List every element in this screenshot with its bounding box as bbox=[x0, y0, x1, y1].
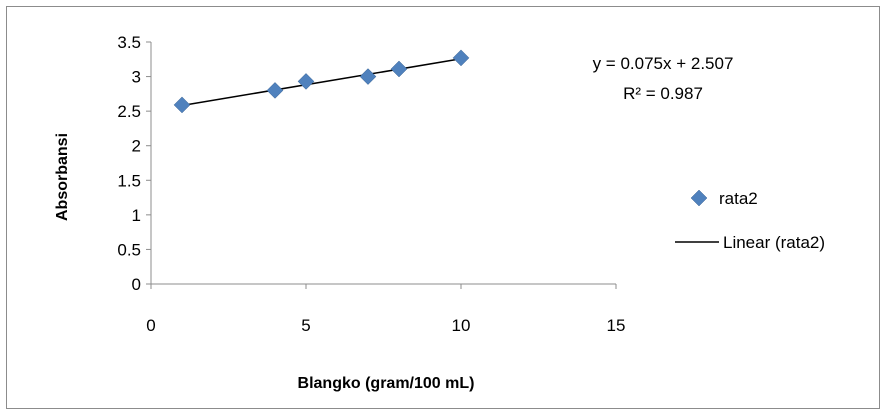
r-squared-label: R² = 0.987 bbox=[623, 84, 703, 103]
y-tick-label: 0.5 bbox=[117, 240, 141, 259]
y-tick-label: 1 bbox=[132, 206, 141, 225]
data-points bbox=[173, 49, 470, 114]
data-point bbox=[297, 73, 315, 90]
trendline bbox=[181, 58, 462, 107]
x-tick-label: 15 bbox=[607, 316, 626, 335]
data-point bbox=[266, 82, 284, 99]
data-point bbox=[452, 49, 470, 67]
x-tick-label: 5 bbox=[301, 316, 310, 335]
y-tick-label: 3.5 bbox=[117, 33, 141, 52]
legend-diamond-marker bbox=[690, 189, 708, 207]
data-point bbox=[390, 60, 408, 78]
y-tick-label: 0 bbox=[132, 275, 141, 294]
x-axis-title: Blangko (gram/100 mL) bbox=[298, 375, 475, 392]
data-point bbox=[173, 96, 191, 114]
legend-trendline-label: Linear (rata2) bbox=[723, 233, 825, 252]
data-point bbox=[359, 68, 377, 85]
x-tick-label: 0 bbox=[146, 316, 155, 335]
y-axis-title: Absorbansi bbox=[54, 133, 71, 221]
y-tick-label: 2 bbox=[132, 137, 141, 156]
legend: rata2 Linear (rata2) bbox=[675, 189, 825, 252]
x-tick-label: 10 bbox=[452, 316, 471, 335]
trendline-equation: y = 0.075x + 2.507 bbox=[593, 54, 734, 73]
x-axis-ticks: 0 5 10 15 bbox=[146, 284, 625, 335]
y-tick-label: 3 bbox=[132, 68, 141, 87]
legend-series-label: rata2 bbox=[719, 189, 758, 208]
scatter-chart: 0 0.5 1 1.5 2 2.5 3 3.5 0 5 10 15 Absorbansi Blang… bbox=[54, 33, 825, 392]
y-tick-label: 2.5 bbox=[117, 102, 141, 121]
y-axis-ticks: 0 0.5 1 1.5 2 2.5 3 3.5 bbox=[117, 33, 151, 294]
chart-frame: 0 0.5 1 1.5 2 2.5 3 3.5 0 5 10 15 Absorbansi Blang… bbox=[6, 6, 880, 409]
y-tick-label: 1.5 bbox=[117, 171, 141, 190]
